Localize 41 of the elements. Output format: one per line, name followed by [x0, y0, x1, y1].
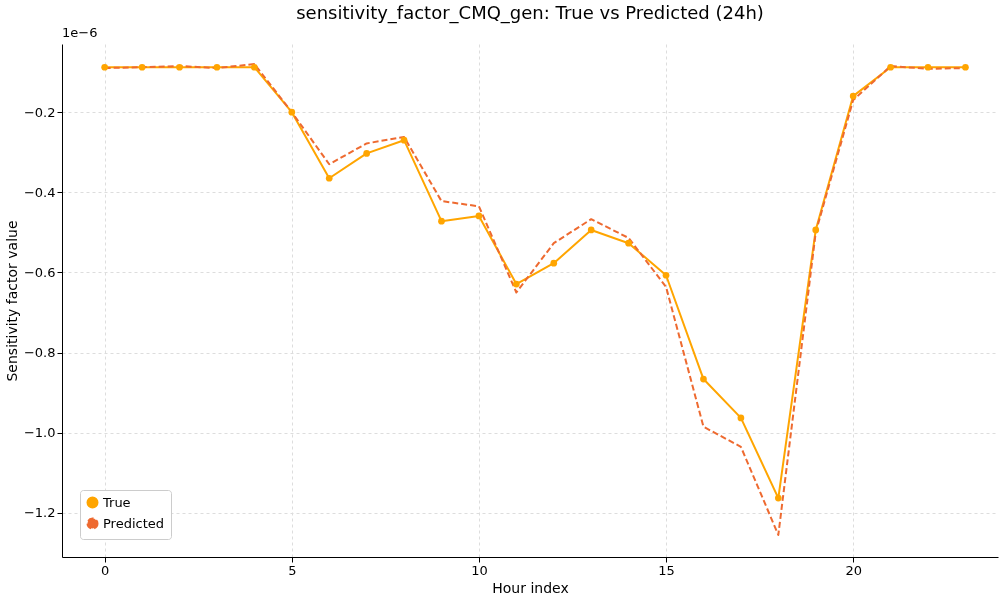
- point: [849, 92, 857, 100]
- x-tick-label: 20: [845, 562, 862, 578]
- x-tick-label: 0: [101, 562, 110, 578]
- point: [774, 494, 782, 502]
- y-tick-label: −0.6: [23, 264, 56, 280]
- point: [700, 375, 707, 383]
- legend-label: True: [102, 494, 131, 510]
- point: [662, 271, 670, 279]
- y-tick-label: −0.8: [23, 345, 56, 361]
- point: [138, 63, 146, 71]
- x-tick-label: 10: [471, 562, 488, 578]
- point: [251, 63, 258, 71]
- point: [625, 239, 632, 247]
- y-tick-label: −0.2: [23, 104, 56, 120]
- point: [176, 63, 183, 71]
- point: [325, 174, 333, 182]
- point: [475, 212, 483, 220]
- point: [101, 63, 109, 71]
- text: 1e−6: [62, 25, 98, 40]
- x-tick-label: 5: [288, 562, 297, 578]
- y-tick-label: −1.2: [23, 505, 56, 521]
- point: [887, 63, 894, 71]
- point: [587, 226, 595, 234]
- y-tick-label: −0.4: [23, 184, 56, 200]
- point: [737, 414, 745, 422]
- point: [550, 259, 558, 267]
- point: [924, 63, 932, 71]
- legend-label: Predicted: [103, 515, 165, 531]
- y-axis-title: Sensitivity factor value: [3, 220, 20, 382]
- x-axis-title: Hour index: [492, 579, 569, 596]
- point: [288, 108, 296, 116]
- point: [512, 280, 520, 288]
- point: [400, 136, 408, 144]
- y-tick-label: −1.0: [23, 425, 56, 441]
- chart-title: sensitivity_factor_CMQ_gen: True vs Predicted (24h): [296, 2, 764, 24]
- point: [962, 63, 969, 71]
- point: [812, 226, 820, 234]
- point: [438, 217, 445, 225]
- x-tick-label: 15: [658, 562, 675, 578]
- point: [363, 150, 370, 157]
- point: [213, 63, 221, 71]
